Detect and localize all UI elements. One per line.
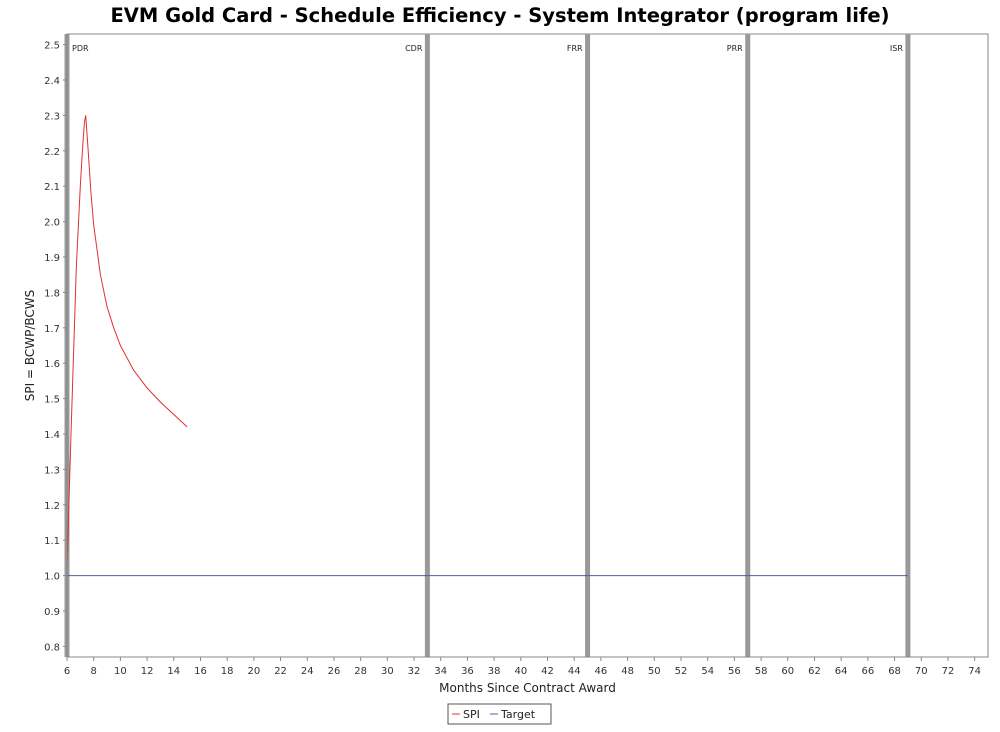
plot-area	[66, 33, 989, 658]
x-tick-label: 64	[835, 666, 848, 677]
y-tick-label: 2.1	[44, 182, 60, 193]
y-tick-label: 1.1	[44, 536, 60, 547]
x-tick-label: 72	[942, 666, 955, 677]
x-tick-label: 36	[461, 666, 474, 677]
x-tick-label: 16	[194, 666, 207, 677]
x-tick-label: 52	[675, 666, 688, 677]
milestone-label: PRR	[727, 44, 743, 53]
y-tick-label: 2.3	[44, 111, 60, 122]
y-tick-label: 0.8	[44, 642, 60, 653]
legend-item-spi: SPI	[452, 708, 480, 721]
y-tick-label: 1.3	[44, 465, 60, 476]
legend-item-target: Target	[490, 708, 536, 721]
legend-label: SPI	[463, 708, 480, 721]
y-tick-label: 1.9	[44, 253, 60, 264]
y-tick-label: 0.9	[44, 607, 60, 618]
milestone-label: FRR	[567, 44, 583, 53]
x-tick-label: 44	[568, 666, 581, 677]
x-tick-label: 68	[888, 666, 901, 677]
x-tick-label: 60	[781, 666, 794, 677]
x-axis-label: Months Since Contract Award	[439, 681, 616, 695]
x-tick-label: 56	[728, 666, 741, 677]
x-tick-label: 32	[408, 666, 421, 677]
y-tick-label: 2.2	[44, 147, 60, 158]
y-tick-label: 1.8	[44, 288, 60, 299]
x-tick-label: 14	[167, 666, 180, 677]
x-tick-label: 40	[514, 666, 527, 677]
x-tick-label: 12	[141, 666, 154, 677]
x-tick-label: 48	[621, 666, 634, 677]
milestone-isr: ISR	[890, 34, 911, 657]
y-tick-label: 2.5	[44, 41, 60, 52]
y-tick-label: 1.5	[44, 395, 60, 406]
milestone-prr: PRR	[727, 34, 751, 657]
y-tick-label: 1.7	[44, 324, 60, 335]
y-tick-label: 1.6	[44, 359, 60, 370]
y-axis: 0.8 0.9 1.0 1.1 1.2 1.3 1.4 1.5 1.6 1.7 1.8 1.9 2.0 2…	[44, 34, 68, 657]
x-tick-label: 18	[221, 666, 234, 677]
x-tick-label: 74	[968, 666, 981, 677]
chart-title: EVM Gold Card - Schedule Efficiency - Sy…	[110, 4, 889, 27]
milestone-label: CDR	[405, 44, 423, 53]
x-tick-label: 58	[755, 666, 768, 677]
x-tick-label: 6	[64, 666, 70, 677]
x-tick-label: 50	[648, 666, 661, 677]
legend-label: Target	[500, 708, 536, 721]
x-axis: 6 8 10 12 14 16 18 20 22 24 26 28 30 32 34 36 38 40 42 44 46…	[64, 656, 988, 677]
milestone-frr: FRR	[567, 34, 591, 657]
x-tick-label: 62	[808, 666, 821, 677]
x-tick-label: 26	[328, 666, 341, 677]
legend: SPI Target	[447, 703, 552, 725]
x-tick-label: 66	[862, 666, 875, 677]
legend-box	[447, 703, 552, 725]
milestone-label: PDR	[72, 44, 89, 53]
x-tick-label: 54	[701, 666, 714, 677]
x-tick-label: 30	[381, 666, 394, 677]
milestone-cdr: CDR	[405, 34, 430, 657]
plot-border	[66, 33, 989, 658]
x-tick-label: 42	[541, 666, 554, 677]
y-tick-label: 2.0	[44, 218, 60, 229]
x-tick-label: 20	[248, 666, 261, 677]
x-tick-label: 28	[354, 666, 367, 677]
milestone-label: ISR	[890, 44, 903, 53]
x-tick-label: 10	[114, 666, 127, 677]
y-axis-label: SPI = BCWP/BCWS	[23, 290, 37, 402]
y-tick-label: 2.4	[44, 76, 60, 87]
x-tick-label: 8	[91, 666, 97, 677]
x-tick-label: 24	[301, 666, 314, 677]
x-tick-label: 38	[488, 666, 501, 677]
x-tick-label: 34	[434, 666, 447, 677]
series-line-spi	[66, 115, 188, 569]
x-tick-label: 46	[595, 666, 608, 677]
y-tick-label: 1.2	[44, 501, 60, 512]
x-tick-label: 22	[274, 666, 287, 677]
y-tick-label: 1.0	[44, 572, 60, 583]
x-tick-label: 70	[915, 666, 928, 677]
y-tick-label: 1.4	[44, 430, 60, 441]
series-layer	[66, 115, 908, 577]
